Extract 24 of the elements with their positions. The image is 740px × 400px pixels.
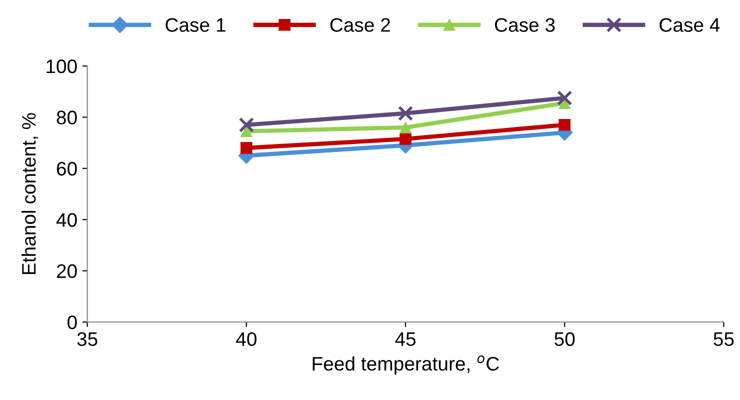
point <box>400 133 412 145</box>
x-tick-label: 50 <box>554 332 575 346</box>
y-tick-label: 80 <box>56 110 77 124</box>
y-axis-title: Ethanol content, % <box>21 113 38 274</box>
point <box>400 122 412 134</box>
y-tick-label: 0 <box>68 315 77 330</box>
x-tick-label: 40 <box>236 332 256 346</box>
point <box>558 118 571 131</box>
x-axis-title: Feed temperature, $^{o}$C <box>312 355 499 375</box>
y-tick-label: 100 <box>46 59 77 74</box>
legend-label: Case 1 <box>166 18 226 32</box>
x-tick-label: 35 <box>77 332 98 346</box>
point <box>240 142 252 154</box>
y-tick-label: 40 <box>56 213 77 227</box>
y-tick-label: 20 <box>56 264 77 278</box>
legend-label: Case 4 <box>660 18 720 32</box>
legend-label: Case 2 <box>330 18 390 32</box>
point <box>398 106 414 121</box>
legend-label: Case 3 <box>494 18 555 32</box>
y-tick-label: 60 <box>56 162 77 176</box>
x-tick-label: 55 <box>714 332 734 346</box>
point <box>238 117 254 133</box>
point <box>556 90 572 106</box>
x-tick-label: 45 <box>395 332 416 346</box>
